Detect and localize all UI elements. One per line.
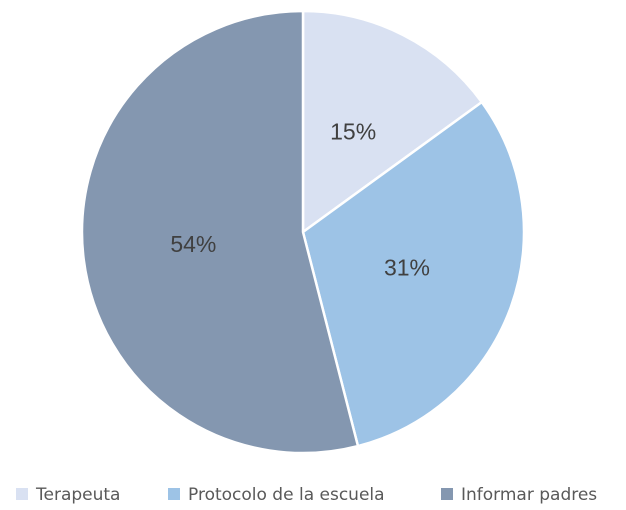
data-label: 54% — [170, 231, 216, 257]
legend-swatch — [168, 488, 180, 500]
pie: 15% 31% 54% — [80, 9, 526, 455]
slice — [80, 9, 360, 455]
slice — [301, 100, 526, 448]
legend-swatch — [16, 488, 28, 500]
data-label: 15% — [330, 119, 376, 145]
slice — [301, 9, 484, 235]
legend-swatch — [441, 488, 453, 500]
legend-label: Informar padres — [461, 485, 597, 505]
legend: Terapeuta Protocolo de la escuela Informar… — [16, 485, 597, 505]
legend-label: Terapeuta — [35, 485, 120, 505]
legend-label: Protocolo de la escuela — [188, 485, 385, 505]
data-label: 31% — [384, 255, 430, 281]
